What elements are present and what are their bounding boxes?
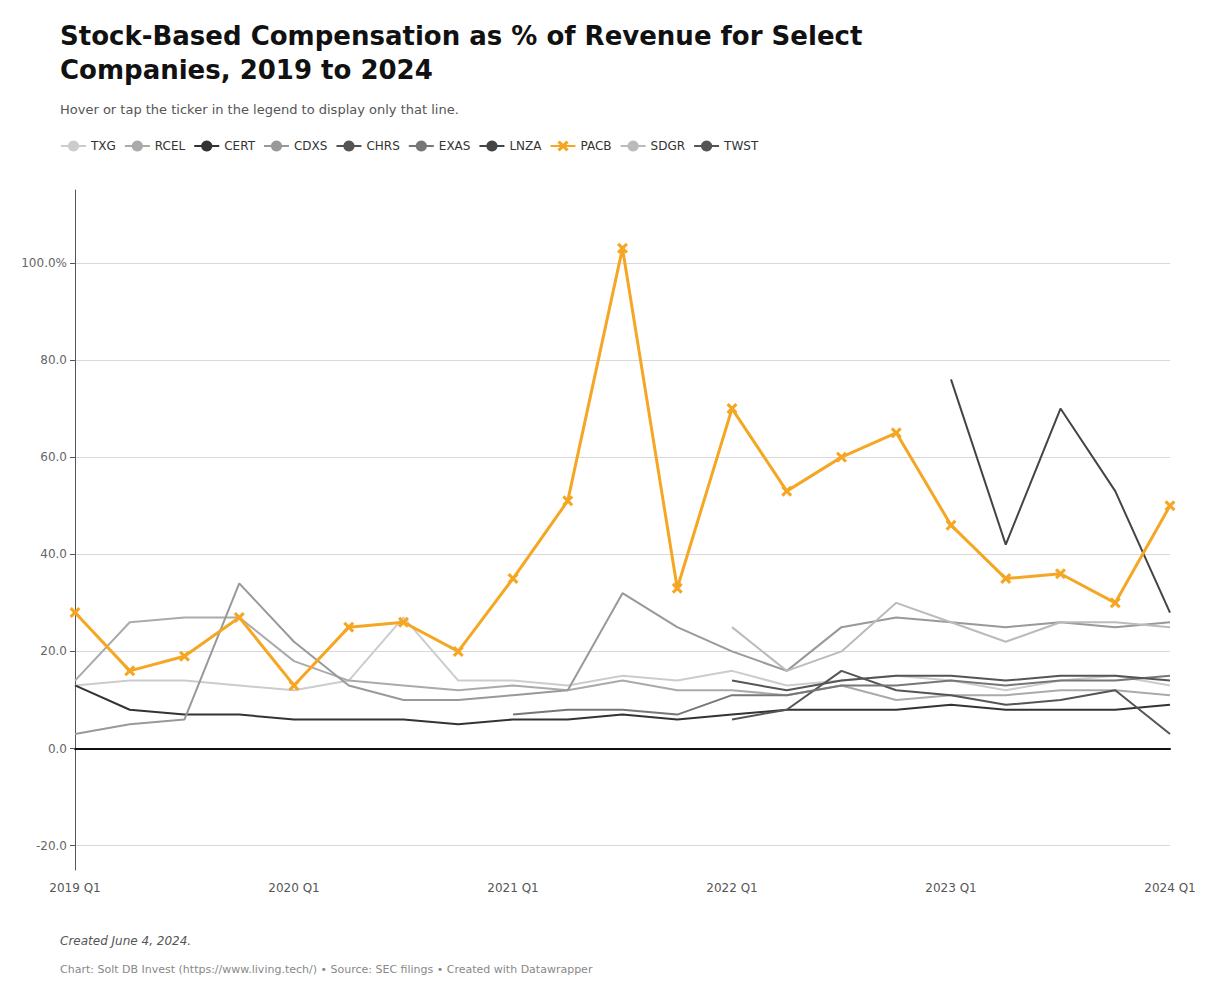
svg-text:0.0: 0.0 [48, 742, 67, 756]
svg-text:EXAS: EXAS [439, 139, 471, 153]
svg-text:Chart: Solt DB Invest (https:/: Chart: Solt DB Invest (https://www.livin… [60, 963, 593, 976]
svg-text:CHRS: CHRS [366, 139, 399, 153]
svg-text:-20.0: -20.0 [36, 839, 67, 853]
svg-text:TWST: TWST [723, 139, 759, 153]
svg-text:LNZA: LNZA [509, 139, 542, 153]
svg-text:2023 Q1: 2023 Q1 [925, 881, 976, 895]
svg-text:RCEL: RCEL [155, 139, 186, 153]
svg-text:80.0: 80.0 [40, 353, 67, 367]
svg-text:PACB: PACB [581, 139, 612, 153]
svg-text:Created June 4, 2024.: Created June 4, 2024. [60, 934, 191, 948]
svg-text:40.0: 40.0 [40, 547, 67, 561]
svg-text:CDXS: CDXS [294, 139, 327, 153]
svg-text:60.0: 60.0 [40, 450, 67, 464]
svg-text:SDGR: SDGR [651, 139, 686, 153]
svg-text:2021 Q1: 2021 Q1 [487, 881, 538, 895]
svg-text:Hover or tap the ticker in the: Hover or tap the ticker in the legend to… [60, 102, 459, 117]
svg-text:2020 Q1: 2020 Q1 [268, 881, 319, 895]
svg-text:2024 Q1: 2024 Q1 [1144, 881, 1195, 895]
svg-text:2022 Q1: 2022 Q1 [706, 881, 757, 895]
svg-text:TXG: TXG [90, 139, 116, 153]
svg-text:Stock-Based Compensation as %: Stock-Based Compensation as % of Revenue… [60, 21, 862, 51]
svg-text:20.0: 20.0 [40, 644, 67, 658]
svg-text:Companies, 2019 to 2024: Companies, 2019 to 2024 [60, 55, 433, 85]
svg-text:CERT: CERT [224, 139, 255, 153]
svg-text:100.0%: 100.0% [21, 256, 67, 270]
svg-text:2019 Q1: 2019 Q1 [49, 881, 100, 895]
